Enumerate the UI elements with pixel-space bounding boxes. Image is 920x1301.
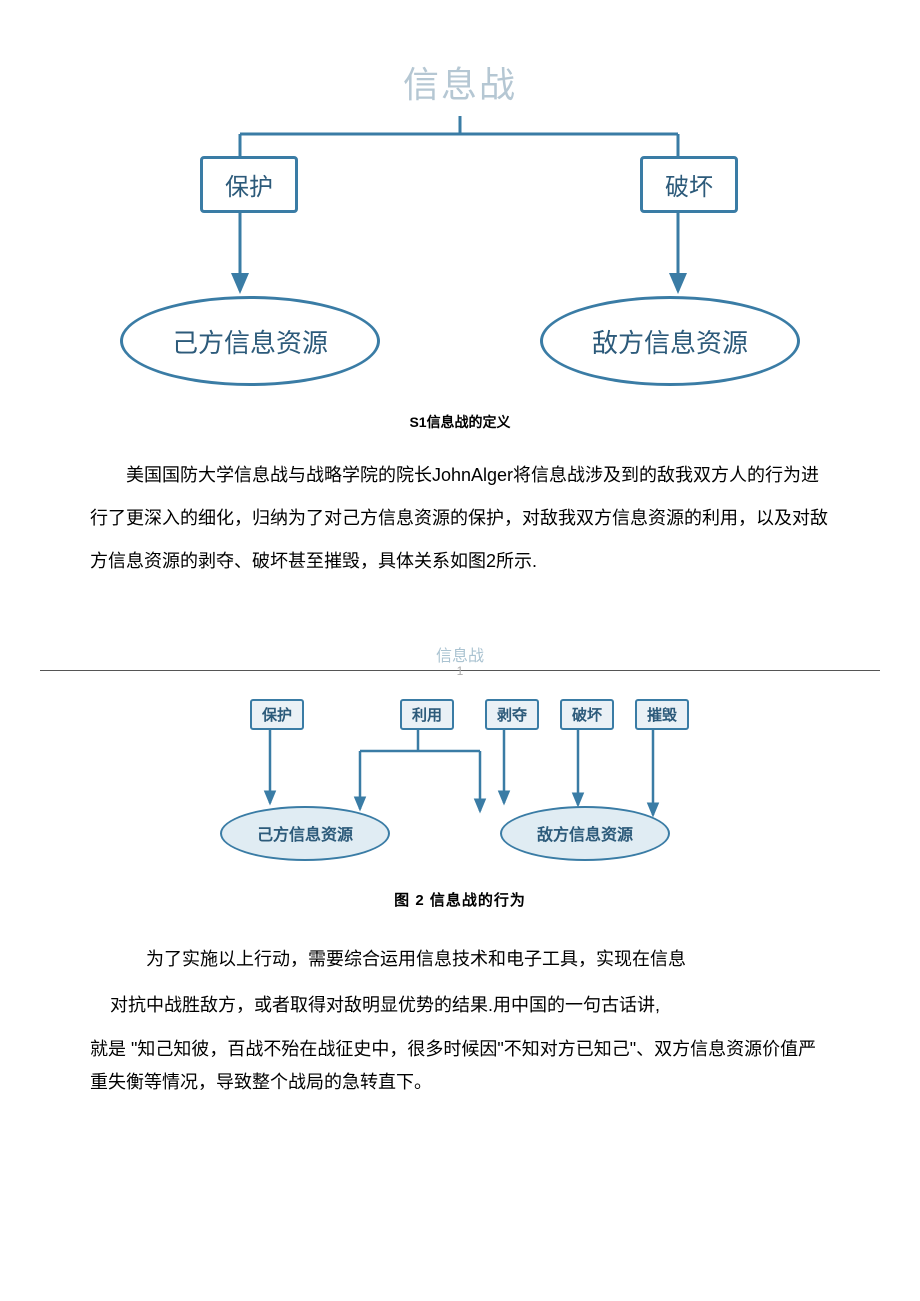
paragraph-2a: 为了实施以上行动，需要综合运用信息技术和电子工具，实现在信息 — [110, 936, 810, 983]
caption-1-prefix: S1 — [409, 414, 426, 430]
diagram-1: 保护 破坏 己方信息资源 敌方信息资源 — [80, 116, 840, 406]
d2-ellipse-own: 己方信息资源 — [220, 806, 390, 861]
d1-ellipse-enemy: 敌方信息资源 — [540, 296, 800, 386]
d2-box-deprive: 剥夺 — [485, 699, 539, 730]
caption-2: 图 2 信息战的行为 — [0, 889, 920, 910]
diagram-2: 保护 利用 剥夺 破坏 摧毁 己方信息资源 敌方信息资源 — [140, 681, 780, 881]
subtitle-2: 信息战 — [0, 642, 920, 666]
d1-ellipse-own: 己方信息资源 — [120, 296, 380, 386]
caption-1: S1信息战的定义 — [0, 412, 920, 432]
d2-box-destroy: 破坏 — [560, 699, 614, 730]
paragraph-2b: 对抗中战胜敌方，或者取得对敌明显优势的结果.用中国的一句古话讲, — [110, 982, 810, 1029]
d2-ellipse-enemy: 敌方信息资源 — [500, 806, 670, 861]
d1-box-protect: 保护 — [200, 156, 298, 213]
d1-box-destroy: 破坏 — [640, 156, 738, 213]
paragraph-1: 美国国防大学信息战与战略学院的院长JohnAlger将信息战涉及到的敌我双方人的… — [90, 454, 830, 584]
paragraph-3: 就是 "知己知彼，百战不殆在战征史中，很多时候因"不知对方已知己"、双方信息资源… — [90, 1033, 830, 1098]
d2-box-use: 利用 — [400, 699, 454, 730]
d2-box-protect: 保护 — [250, 699, 304, 730]
d2-box-demolish: 摧毁 — [635, 699, 689, 730]
sub-number: 1 — [0, 664, 920, 678]
page-title: 信息战 — [0, 0, 920, 116]
caption-1-text: 信息战的定义 — [427, 414, 511, 430]
